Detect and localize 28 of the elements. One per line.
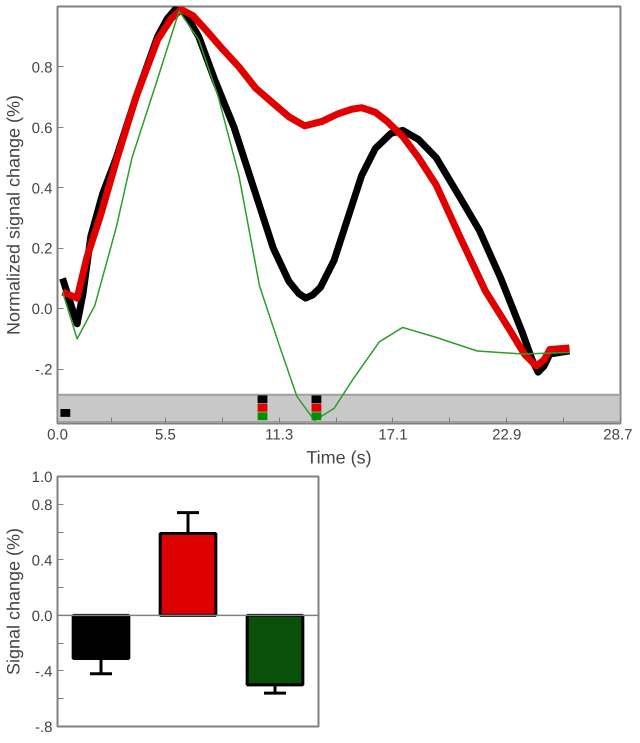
point (258, 395, 268, 404)
y-tick-label: 0.4 (32, 180, 53, 198)
y-axis-title: Normalized signal change (%) (4, 94, 24, 336)
x-tick-label: 17.1 (378, 426, 408, 444)
y-tick-label: 0.0 (32, 608, 53, 625)
y-tick-label: -.2 (34, 362, 53, 379)
point (312, 404, 322, 412)
y-tick-label: 1.0 (32, 469, 53, 486)
x-tick-label: 0.0 (47, 426, 68, 444)
x-tick-label: 11.3 (265, 426, 294, 444)
x-tick-label: 22.9 (492, 426, 522, 444)
point (258, 404, 268, 412)
y-tick-label: 0.0 (32, 301, 53, 318)
y-tick-label: 0.8 (32, 59, 53, 76)
point (60, 408, 70, 417)
y-tick-label: 0.4 (32, 552, 53, 570)
x-tick-label: 5.5 (154, 426, 176, 444)
y-tick-label: -.8 (34, 719, 53, 736)
x-axis-title: Time (s) (306, 448, 372, 468)
y-axis-title: Signal change (%) (4, 528, 24, 676)
y-tick-label: 0.6 (32, 120, 53, 137)
y-tick-label: -.4 (34, 663, 53, 680)
y-tick-label: 0.2 (32, 240, 53, 258)
point (258, 412, 268, 420)
point (312, 412, 322, 420)
x-tick-label: 28.7 (603, 426, 633, 444)
y-tick-label: 0.8 (32, 496, 53, 514)
point (312, 395, 322, 404)
